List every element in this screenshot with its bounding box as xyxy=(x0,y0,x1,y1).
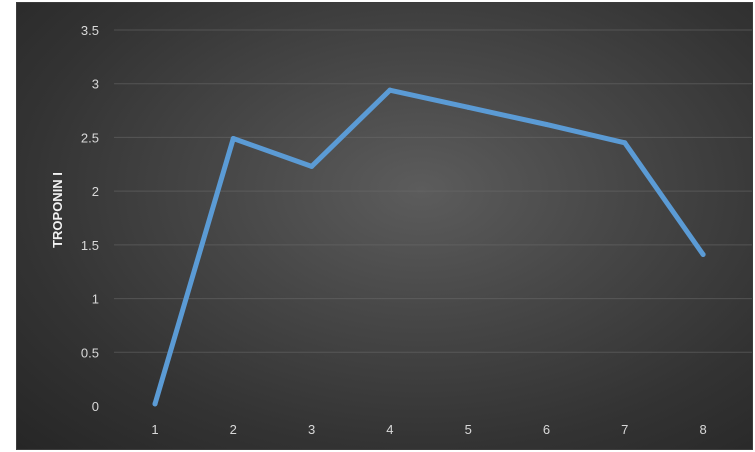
x-axis-ticks: 1 2 3 4 5 6 7 8 xyxy=(151,422,706,437)
data-point xyxy=(700,252,706,258)
x-tick-label: 1 xyxy=(151,422,158,437)
y-tick-label: 0 xyxy=(92,399,99,414)
data-point xyxy=(544,122,549,128)
x-tick-label: 2 xyxy=(230,422,237,437)
data-point xyxy=(230,136,236,142)
series-layer xyxy=(152,87,706,407)
x-tick-label: 4 xyxy=(386,422,393,437)
chart-area: 0 0.5 1 1.5 2 2.5 3 3.5 1 2 3 4 5 6 7 8 TROPONIN I xyxy=(16,2,753,450)
y-tick-label: 1.5 xyxy=(81,238,99,253)
gridlines xyxy=(114,29,752,353)
y-axis-title: TROPONIN I xyxy=(50,172,65,248)
y-tick-label: 3 xyxy=(92,77,99,92)
y-axis-ticks: 0 0.5 1 1.5 2 2.5 3 3.5 xyxy=(81,23,99,414)
y-tick-label: 2 xyxy=(92,184,99,199)
y-tick-label: 0.5 xyxy=(81,345,99,360)
data-point xyxy=(152,401,158,407)
x-tick-label: 6 xyxy=(543,422,550,437)
data-point xyxy=(387,87,393,93)
data-point xyxy=(309,163,315,169)
y-tick-label: 2.5 xyxy=(81,130,99,145)
x-tick-label: 7 xyxy=(621,422,628,437)
y-tick-label: 3.5 xyxy=(81,23,99,38)
series-line xyxy=(152,87,706,407)
line-chart: 0 0.5 1 1.5 2 2.5 3 3.5 1 2 3 4 5 6 7 8 TROPONIN I xyxy=(50,23,752,437)
x-tick-label: 3 xyxy=(308,422,315,437)
y-tick-label: 1 xyxy=(92,292,99,307)
x-tick-label: 8 xyxy=(699,422,706,437)
x-tick-label: 5 xyxy=(465,422,472,437)
data-point xyxy=(622,140,628,146)
data-point xyxy=(465,104,471,110)
